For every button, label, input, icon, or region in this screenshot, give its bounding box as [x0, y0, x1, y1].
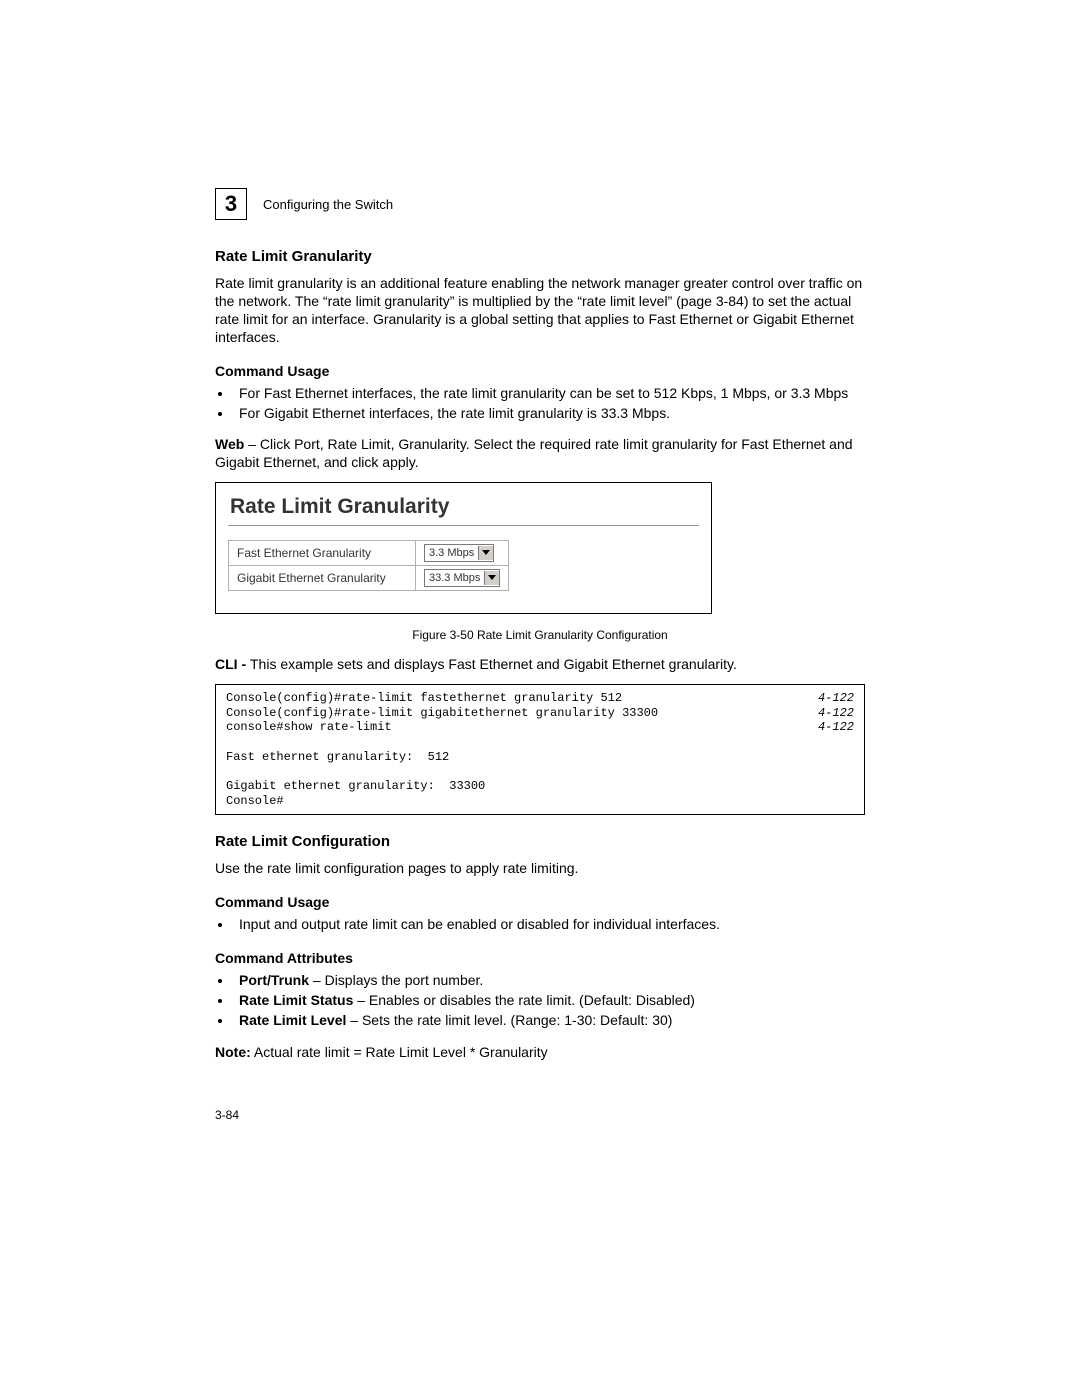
- attr-label: Rate Limit Status: [239, 992, 353, 1008]
- note-label: Note:: [215, 1044, 251, 1060]
- chevron-down-icon: [478, 546, 493, 560]
- cli-cmd: Gigabit ethernet granularity: 33300: [226, 779, 485, 794]
- cli-intro: CLI - This example sets and displays Fas…: [215, 656, 865, 674]
- cli-cmd: Console(config)#rate-limit fastethernet …: [226, 691, 622, 706]
- select-value: 33.3 Mbps: [425, 572, 484, 584]
- cli-line: Console(config)#rate-limit gigabitethern…: [226, 706, 854, 721]
- cli-line: Fast ethernet granularity: 512: [226, 750, 854, 765]
- granularity-table: Fast Ethernet Granularity 3.3 Mbps Gigab…: [228, 540, 509, 591]
- document-page: 3 Configuring the Switch Rate Limit Gran…: [0, 0, 1080, 1122]
- cli-line: console#show rate-limit 4-122: [226, 720, 854, 735]
- select-value: 3.3 Mbps: [425, 547, 478, 559]
- chevron-down-icon: [484, 571, 499, 585]
- cli-cmd: Console(config)#rate-limit gigabitethern…: [226, 706, 658, 721]
- note-text: Actual rate limit = Rate Limit Level * G…: [251, 1044, 548, 1060]
- figure-panel-title: Rate Limit Granularity: [230, 495, 699, 519]
- figure-caption: Figure 3-50 Rate Limit Granularity Confi…: [215, 628, 865, 642]
- cli-ref: 4-122: [806, 720, 854, 735]
- cli-cmd: Console#: [226, 794, 284, 809]
- figure-divider: [228, 525, 699, 526]
- fast-ethernet-granularity-select[interactable]: 3.3 Mbps: [424, 544, 494, 562]
- chapter-header: 3 Configuring the Switch: [215, 188, 865, 220]
- row-value-cell: 33.3 Mbps: [416, 566, 509, 591]
- command-usage-list: For Fast Ethernet interfaces, the rate l…: [215, 385, 865, 423]
- cli-cmd: console#show rate-limit: [226, 720, 392, 735]
- gigabit-ethernet-granularity-select[interactable]: 33.3 Mbps: [424, 569, 500, 587]
- cli-cmd: Fast ethernet granularity: 512: [226, 750, 449, 765]
- usage-item: For Gigabit Ethernet interfaces, the rat…: [233, 405, 865, 423]
- cli-label: CLI -: [215, 656, 250, 672]
- attr-item: Rate Limit Level – Sets the rate limit l…: [233, 1012, 865, 1030]
- command-attributes-heading: Command Attributes: [215, 950, 865, 966]
- usage-item: For Fast Ethernet interfaces, the rate l…: [233, 385, 865, 403]
- chapter-title: Configuring the Switch: [263, 197, 393, 212]
- cli-cmd: [226, 764, 233, 779]
- attr-item: Rate Limit Status – Enables or disables …: [233, 992, 865, 1010]
- row-label: Gigabit Ethernet Granularity: [229, 566, 416, 591]
- attr-label: Rate Limit Level: [239, 1012, 346, 1028]
- web-text: – Click Port, Rate Limit, Granularity. S…: [215, 436, 853, 470]
- section1-intro: Rate limit granularity is an additional …: [215, 275, 865, 347]
- cli-code-block: Console(config)#rate-limit fastethernet …: [215, 684, 865, 815]
- attr-text: – Enables or disables the rate limit. (D…: [353, 992, 695, 1008]
- command-attributes-list: Port/Trunk – Displays the port number. R…: [215, 972, 865, 1030]
- cli-line: Gigabit ethernet granularity: 33300: [226, 779, 854, 794]
- command-usage-heading: Command Usage: [215, 894, 865, 910]
- section-heading-rate-limit-granularity: Rate Limit Granularity: [215, 248, 865, 265]
- section2-intro: Use the rate limit configuration pages t…: [215, 860, 865, 878]
- command-usage-list: Input and output rate limit can be enabl…: [215, 916, 865, 934]
- cli-ref: 4-122: [806, 706, 854, 721]
- cli-ref: 4-122: [806, 691, 854, 706]
- cli-cmd: [226, 735, 233, 750]
- attr-text: – Sets the rate limit level. (Range: 1-3…: [346, 1012, 672, 1028]
- command-usage-heading: Command Usage: [215, 363, 865, 379]
- cli-intro-text: This example sets and displays Fast Ethe…: [250, 656, 737, 672]
- usage-item: Input and output rate limit can be enabl…: [233, 916, 865, 934]
- page-number: 3-84: [215, 1108, 865, 1122]
- chapter-number-box: 3: [215, 188, 247, 220]
- attr-text: – Displays the port number.: [309, 972, 483, 988]
- section-heading-rate-limit-configuration: Rate Limit Configuration: [215, 833, 865, 850]
- cli-line: [226, 735, 854, 750]
- cli-line: Console#: [226, 794, 854, 809]
- row-label: Fast Ethernet Granularity: [229, 541, 416, 566]
- web-label: Web: [215, 436, 244, 452]
- table-row: Fast Ethernet Granularity 3.3 Mbps: [229, 541, 509, 566]
- figure-panel: Rate Limit Granularity Fast Ethernet Gra…: [215, 482, 712, 614]
- cli-line: Console(config)#rate-limit fastethernet …: [226, 691, 854, 706]
- attr-label: Port/Trunk: [239, 972, 309, 988]
- note-line: Note: Actual rate limit = Rate Limit Lev…: [215, 1044, 865, 1062]
- table-row: Gigabit Ethernet Granularity 33.3 Mbps: [229, 566, 509, 591]
- web-instructions: Web – Click Port, Rate Limit, Granularit…: [215, 436, 865, 472]
- attr-item: Port/Trunk – Displays the port number.: [233, 972, 865, 990]
- row-value-cell: 3.3 Mbps: [416, 541, 509, 566]
- cli-line: [226, 764, 854, 779]
